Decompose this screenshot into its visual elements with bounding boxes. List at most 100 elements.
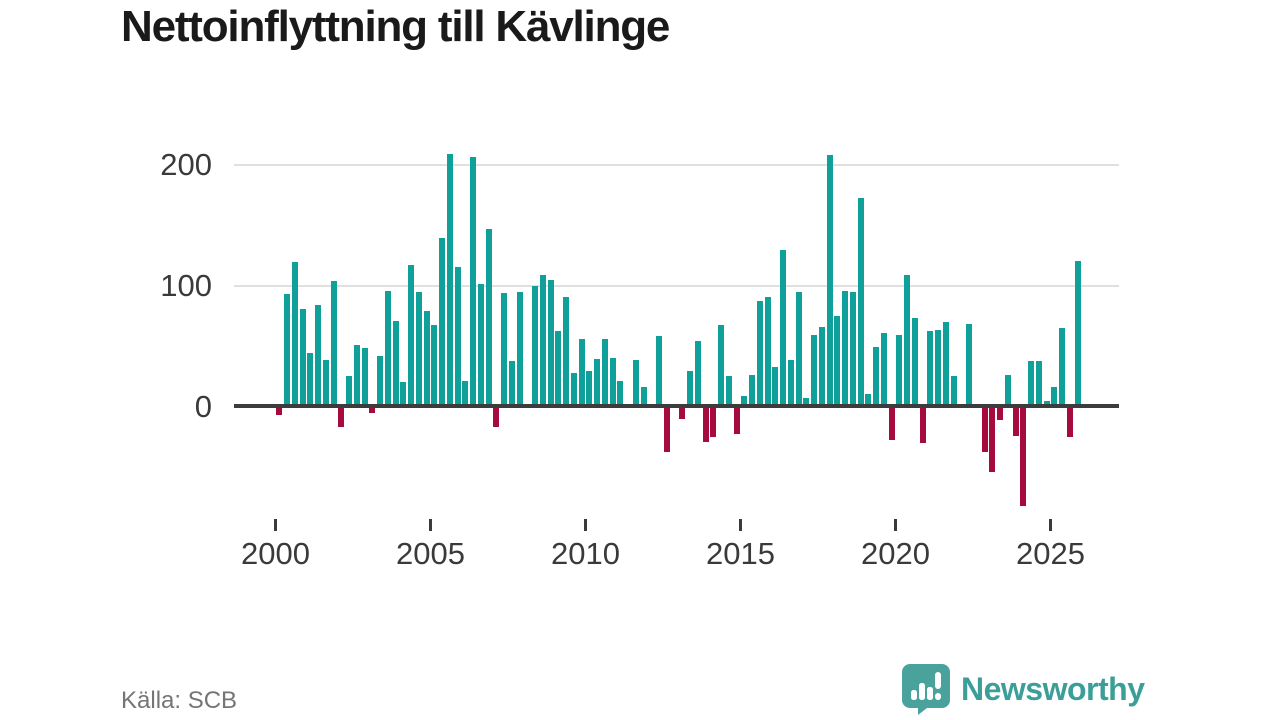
bar-2023Q4 [1012, 408, 1019, 436]
bar-2021Q1 [927, 330, 934, 406]
bar-2021Q3 [942, 322, 949, 406]
bar-2017Q1 [803, 397, 810, 406]
y-tick-label-0: 0 [194, 389, 212, 424]
bar-2005Q2 [439, 237, 446, 406]
bar-2013Q2 [687, 370, 694, 406]
bar-2020Q4 [919, 408, 926, 444]
bar-2005Q1 [431, 324, 438, 406]
x-tick-label-2000: 2000 [241, 536, 310, 571]
bar-2009Q1 [555, 330, 562, 406]
bar-2007Q3 [508, 361, 515, 406]
bar-2010Q1 [586, 370, 593, 406]
bar-2006Q3 [477, 283, 484, 406]
bar-2009Q2 [563, 296, 570, 406]
bar-2015Q4 [764, 296, 771, 406]
bar-2000Q4 [299, 309, 306, 406]
bar-2019Q2 [873, 346, 880, 406]
y-tick-label-100: 100 [160, 267, 212, 303]
bar-2017Q3 [818, 327, 825, 406]
bar-2019Q3 [880, 333, 887, 407]
bar-2014Q3 [725, 375, 732, 406]
bar-2025Q1 [1051, 386, 1058, 406]
bar-2025Q3 [1066, 408, 1073, 438]
bar-2016Q4 [795, 292, 802, 406]
bar-2008Q4 [547, 279, 554, 406]
gridline-100 [234, 284, 1119, 287]
x-tick-mark-2015 [739, 519, 742, 531]
bar-2003Q4 [392, 321, 399, 406]
x-tick-mark-2010 [584, 519, 587, 531]
bar-2013Q3 [694, 340, 701, 406]
x-tick-label-2020: 2020 [861, 536, 930, 571]
bar-2013Q4 [702, 408, 709, 442]
bar-2010Q2 [594, 358, 601, 406]
bar-2006Q4 [485, 229, 492, 406]
bar-2007Q4 [516, 292, 523, 406]
bar-2009Q4 [578, 339, 585, 406]
bar-2024Q1 [1020, 408, 1027, 507]
bar-2015Q2 [749, 374, 756, 406]
bar-2000Q3 [291, 261, 298, 406]
bar-2002Q2 [346, 375, 353, 406]
bar-2016Q3 [787, 359, 794, 406]
x-tick-label-2025: 2025 [1016, 536, 1085, 571]
bar-2004Q4 [423, 311, 430, 406]
bar-2001Q2 [315, 305, 322, 406]
bar-2024Q4 [1043, 401, 1050, 406]
bar-2019Q1 [865, 393, 872, 406]
bar-2012Q2 [656, 335, 663, 406]
bar-2018Q2 [842, 290, 849, 406]
x-tick-mark-2025 [1049, 519, 1052, 531]
bar-2018Q4 [857, 197, 864, 406]
bar-2025Q2 [1059, 328, 1066, 406]
chart-title: Nettoinflyttning till Kävlinge [121, 2, 670, 51]
bar-2011Q1 [617, 380, 624, 406]
bar-2017Q4 [826, 155, 833, 406]
bar-2023Q3 [1004, 374, 1011, 406]
bar-2024Q3 [1035, 361, 1042, 406]
bar-2005Q4 [454, 266, 461, 406]
bar-2007Q2 [501, 293, 508, 406]
bar-2024Q2 [1028, 361, 1035, 406]
x-axis-zero-line [234, 404, 1119, 408]
bar-2000Q2 [284, 294, 291, 406]
bar-2022Q2 [966, 323, 973, 406]
bar-2016Q1 [772, 367, 779, 406]
bar-2005Q3 [446, 153, 453, 406]
bar-2010Q4 [609, 357, 616, 406]
bar-2011Q4 [640, 386, 647, 406]
x-tick-label-2010: 2010 [551, 536, 620, 571]
bar-2006Q1 [462, 380, 469, 406]
bar-2025Q4 [1074, 260, 1081, 406]
x-tick-mark-2005 [429, 519, 432, 531]
bar-2015Q3 [756, 300, 763, 406]
bar-2022Q4 [981, 408, 988, 452]
bar-2018Q3 [849, 292, 856, 406]
source-label: Källa: SCB [121, 687, 238, 714]
newsworthy-logo: Newsworthy [901, 663, 1145, 715]
bar-2009Q3 [570, 373, 577, 406]
bar-2023Q1 [989, 408, 996, 473]
bar-2010Q3 [601, 339, 608, 406]
bar-2023Q2 [997, 408, 1004, 421]
bar-2014Q2 [718, 324, 725, 406]
gridline-200 [234, 163, 1119, 166]
bar-2020Q1 [896, 334, 903, 406]
bar-2006Q2 [470, 157, 477, 406]
newsworthy-wordmark: Newsworthy [961, 670, 1145, 707]
bar-2002Q3 [353, 345, 360, 406]
bar-2017Q2 [811, 334, 818, 406]
bar-2004Q3 [415, 292, 422, 406]
bar-2001Q3 [322, 359, 329, 406]
bar-2007Q1 [493, 408, 500, 428]
bar-2002Q1 [338, 408, 345, 428]
bar-2003Q1 [369, 408, 376, 413]
bar-2021Q2 [935, 329, 942, 406]
x-tick-mark-2020 [894, 519, 897, 531]
bar-2016Q2 [780, 249, 787, 406]
bar-2002Q4 [361, 347, 368, 406]
bar-2020Q3 [911, 317, 918, 406]
bar-2004Q2 [408, 265, 415, 406]
bar-2013Q1 [679, 408, 686, 419]
